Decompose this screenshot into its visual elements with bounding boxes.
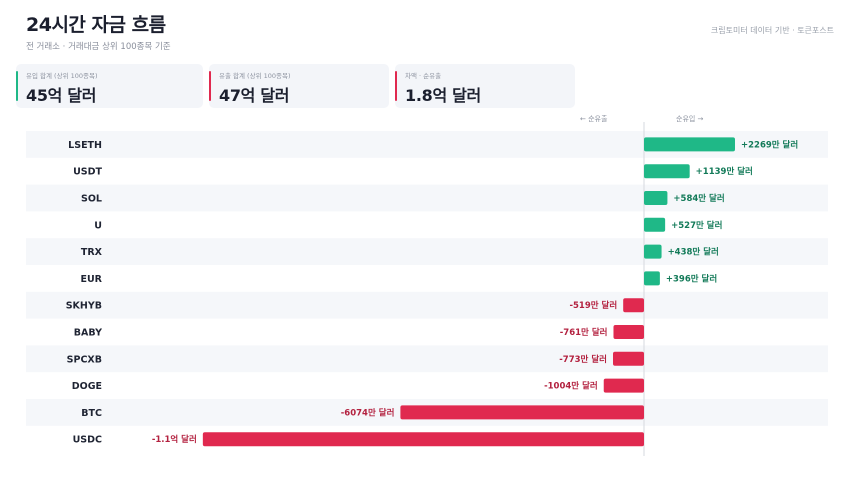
summary-card-inflow: 유입 합계 (상위 100종목) 45억 달러	[16, 64, 203, 108]
page-title: 24시간 자금 흐름	[26, 14, 166, 36]
summary-label: 차액 · 순유출	[405, 72, 442, 80]
outflow-bar	[613, 325, 644, 339]
inflow-bar	[644, 137, 735, 152]
axis-note-outflow: ← 순유출	[580, 115, 608, 123]
data-label: +527만 달러	[671, 220, 722, 231]
outflow-bar	[623, 298, 644, 313]
summary-value: 45억 달러	[26, 86, 97, 105]
accent-bar	[16, 71, 18, 101]
data-label: +2269만 달러	[741, 139, 798, 150]
data-label: -773만 달러	[559, 354, 607, 365]
inflow-bar	[644, 244, 662, 259]
category-label: SKHYB	[66, 301, 102, 312]
summary-card-net: 차액 · 순유출 1.8억 달러	[395, 64, 575, 108]
accent-bar	[395, 71, 397, 101]
summary-label: 유입 합계 (상위 100종목)	[26, 72, 98, 80]
axis-note-inflow: 순유입 →	[676, 115, 704, 123]
data-label: -519만 달러	[569, 300, 617, 311]
data-label: +1139만 달러	[696, 166, 753, 177]
data-label: +396만 달러	[666, 273, 717, 284]
data-label: +584만 달러	[673, 193, 724, 204]
data-label: -1004만 달러	[544, 381, 598, 392]
row-band	[26, 345, 828, 373]
inflow-bar	[644, 191, 668, 205]
category-label: DOGE	[72, 381, 102, 392]
category-label: USDT	[73, 167, 102, 178]
summary-value: 47억 달러	[219, 86, 290, 105]
data-label: -1.1억 달러	[152, 434, 197, 445]
row-band	[26, 238, 828, 265]
data-label: -761만 달러	[560, 327, 608, 338]
data-label: -6074만 달러	[341, 407, 395, 418]
summary-label: 유출 합계 (상위 100종목)	[219, 72, 291, 80]
outflow-bar	[612, 351, 644, 366]
page-subtitle: 전 거래소 · 거래대금 상위 100종목 기준	[26, 42, 171, 52]
category-label: SPCXB	[67, 354, 102, 365]
category-label: U	[94, 220, 102, 231]
category-label: SOL	[81, 194, 102, 205]
inflow-bar	[644, 271, 660, 286]
row-band	[26, 291, 828, 319]
data-label: +438만 달러	[668, 247, 719, 258]
accent-bar	[209, 71, 211, 101]
category-label: BTC	[81, 408, 102, 419]
source-note: 크립토미터 데이터 기반 · 토큰포스트	[710, 26, 834, 35]
outflow-bar	[202, 432, 644, 447]
category-label: USDC	[73, 435, 102, 446]
category-label: BABY	[74, 328, 102, 339]
outflow-bar	[400, 405, 644, 420]
summary-card-outflow: 유출 합계 (상위 100종목) 47억 달러	[209, 64, 389, 108]
row-band	[26, 184, 828, 212]
inflow-bar	[644, 217, 666, 232]
outflow-bar	[603, 378, 644, 393]
inflow-bar	[644, 164, 690, 179]
category-label: TRX	[81, 247, 103, 258]
category-label: LSETH	[68, 140, 102, 151]
category-label: EUR	[80, 274, 102, 285]
summary-value: 1.8억 달러	[405, 86, 481, 105]
